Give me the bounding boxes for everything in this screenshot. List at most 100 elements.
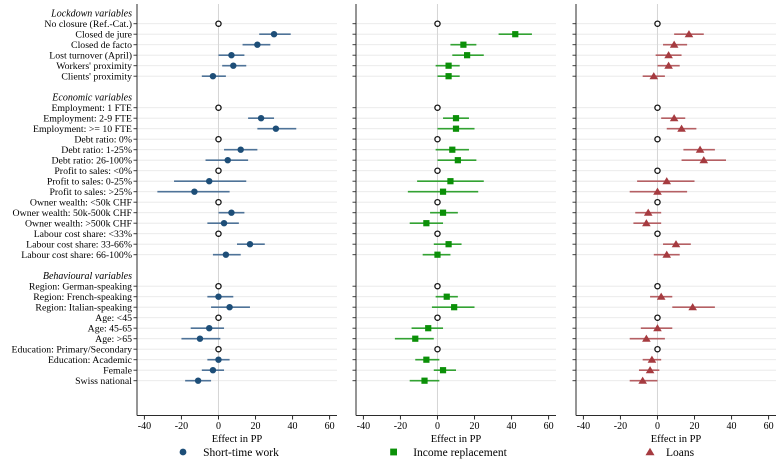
ref-category-marker [434,104,441,111]
row-label: Female [103,366,132,377]
row-label: Owner wealth: >500k CHF [25,219,133,230]
row-label: Owner wealth: 50k-500k CHF [13,208,133,219]
short_time_work-point-circle-icon [209,367,217,374]
loans-point-triangle-icon [671,240,681,248]
ref-category-marker [434,230,441,237]
row-label: Labour cost share: 66-100% [21,250,132,261]
loans-point-triangle-icon [664,61,673,69]
loans-point-triangle-icon [662,177,672,185]
loans-point-triangle-icon [642,219,651,227]
ref-category-marker [434,135,441,143]
row-label: Employment: 2-9 FTE [43,114,132,125]
x-tick-label: 60 [544,421,554,432]
loans-point-triangle-icon [653,324,662,332]
short_time_work-point-circle-icon [237,146,244,153]
income_replacement-point-square-icon [412,335,419,342]
loans-point-triangle-icon [649,72,659,80]
ref-category-marker [215,230,222,237]
x-tick-label: -20 [614,421,627,432]
ref-category-marker [434,345,441,353]
x-axis-title: Effect in PP [212,434,263,445]
short_time_work-point-circle-icon [191,188,198,195]
loans-point-triangle-icon [656,292,666,300]
row-label: Employment: >= 10 FTE [33,124,132,135]
income_replacement-point-square-icon [445,62,452,69]
income_replacement-point-square-icon [443,293,450,300]
loans-point-triangle-icon [664,51,673,59]
ref-category-marker [434,167,441,174]
income_replacement-point-square-icon [421,377,428,384]
ref-category-marker [654,345,661,353]
loans-point-triangle-icon [684,30,694,38]
group-header: Lockdown variables [50,9,132,20]
loans-point-triangle-icon [669,40,679,48]
x-tick-label: -20 [394,421,407,432]
ref-category-marker [654,135,661,143]
loans-point-triangle-icon [688,303,697,311]
row-label: Labour cost share: 33-66% [26,240,132,251]
row-label: Labour cost share: <33% [34,229,132,240]
income_replacement-point-square-icon [464,52,471,59]
loans-point-triangle-icon [645,366,655,374]
short_time_work-point-circle-icon [196,335,204,342]
row-label: No closure (Ref.-Cat.) [44,19,132,30]
row-label: Workers' proximity [56,61,132,72]
income_replacement-point-square-icon [454,157,461,164]
row-label: Profit to sales: <0% [54,166,132,177]
x-tick-label: 40 [727,421,737,432]
short_time_work-point-circle-icon [194,377,202,384]
income_replacement-point-square-icon [423,356,430,363]
legend-label: Short-time work [203,447,279,459]
x-tick-label: 20 [251,421,261,432]
loans-point-triangle-icon [699,156,709,164]
short_time_work-point-circle-icon [209,73,217,80]
short_time_work-point-circle-icon [270,31,278,38]
row-label: Region: French-speaking [33,292,132,303]
x-tick-label: 20 [470,421,480,432]
loans-point-triangle-icon [642,334,651,342]
ref-category-marker [434,282,441,290]
x-axis-title: Effect in PP [651,434,702,445]
ref-category-marker [654,198,661,206]
income_replacement-point-square-icon [423,220,430,227]
row-label: Employment: 1 FTE [51,103,132,114]
income_replacement-point-square-icon [460,41,467,48]
income_replacement-point-square-icon [439,188,447,195]
loans-point-triangle-icon [695,145,705,153]
x-tick-label: 40 [507,421,517,432]
income_replacement-point-square-icon [512,31,519,38]
short_time_work-point-circle-icon [246,241,254,248]
income_replacement-point-square-icon [439,367,447,374]
income_replacement-point-square-icon [445,73,452,80]
loans-point-triangle-icon [662,250,672,258]
ref-category-marker [654,314,661,321]
loans-point-triangle-icon [638,376,647,384]
legend-circle-icon [179,448,187,456]
ref-category-marker [215,198,222,206]
short_time_work-point-circle-icon [215,293,222,300]
income_replacement-point-square-icon [445,241,452,248]
row-label: Profit to sales: 0-25% [47,177,132,188]
ref-category-marker [654,104,661,111]
row-label: Debt ratio: 26-100% [51,156,132,167]
short_time_work-point-circle-icon [272,125,280,132]
x-tick-label: -20 [175,421,188,432]
panel-short_time_work: -40 -20 0 20 40 60 Effect in PP Short-time work [133,4,337,459]
x-tick-label: 0 [216,421,221,432]
legend-square-icon [390,448,397,456]
row-label: Age: 45-65 [88,324,132,335]
short_time_work-point-circle-icon [226,304,233,311]
ref-category-marker [654,282,661,290]
ref-category-marker [654,167,661,174]
short_time_work-point-circle-icon [206,325,213,332]
short_time_work-point-circle-icon [228,52,235,59]
legend-label: Loans [666,447,695,459]
row-label: Region: Italian-speaking [35,303,132,314]
income_replacement-point-square-icon [451,304,458,311]
x-tick-label: 20 [690,421,700,432]
row-label: Age: >65 [95,334,132,345]
ref-category-marker [215,104,222,111]
ref-category-marker [434,20,441,27]
